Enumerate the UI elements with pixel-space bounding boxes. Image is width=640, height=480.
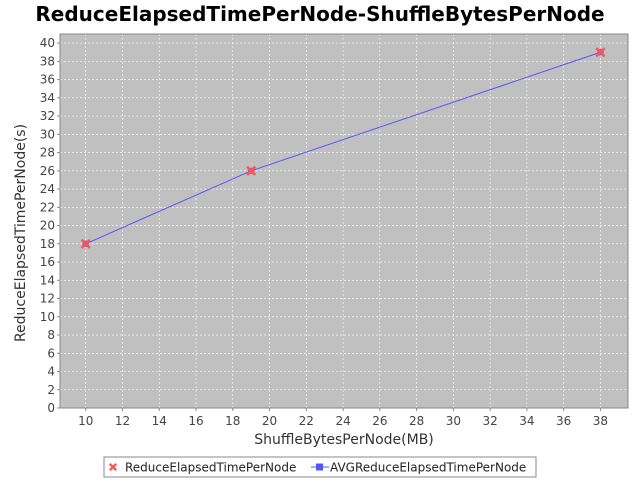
legend-item-reduce: ReduceElapsedTimePerNode (108, 461, 296, 475)
y-tick-label: 16 (40, 255, 55, 269)
y-tick-label: 32 (40, 109, 55, 123)
x-tick-label: 20 (262, 414, 277, 428)
y-tick-label: 0 (47, 401, 55, 415)
x-tick-label: 34 (519, 414, 534, 428)
axes (59, 33, 629, 409)
x-tick-label: 18 (225, 414, 240, 428)
legend-item-avg: AVGReduceElapsedTimePerNode (311, 461, 526, 475)
x-tick-label: 24 (335, 414, 350, 428)
x-tick-label: 28 (409, 414, 424, 428)
data-point-reduce (246, 165, 257, 176)
series-layer (80, 47, 606, 249)
plot-area (60, 34, 628, 408)
grid (60, 34, 628, 409)
data-point-reduce (595, 47, 606, 58)
legend-label-reduce: ReduceElapsedTimePerNode (125, 461, 296, 475)
ticks: 10 12 14 16 18 20 22 24 26 28 30 32 34 36 380246810121… (40, 36, 608, 428)
x-tick-label: 30 (446, 414, 461, 428)
y-axis-label: ReduceElapsedTimePerNode(s) (13, 124, 29, 342)
x-tick-label: 22 (299, 414, 314, 428)
x-tick-label: 26 (372, 414, 387, 428)
legend-label-avg: AVGReduceElapsedTimePerNode (330, 461, 526, 475)
x-tick-label: 14 (152, 414, 167, 428)
y-tick-label: 28 (40, 146, 55, 160)
y-tick-label: 2 (47, 383, 55, 397)
y-tick-label: 34 (40, 91, 55, 105)
chart-title: ReduceElapsedTimePerNode-ShuffleBytesPer… (35, 2, 604, 26)
y-tick-label: 12 (40, 292, 55, 306)
y-tick-label: 20 (40, 219, 55, 233)
y-tick-label: 8 (47, 328, 55, 342)
y-tick-label: 18 (40, 237, 55, 251)
y-tick-label: 4 (47, 365, 55, 379)
plot-border (59, 33, 629, 409)
y-tick-label: 14 (40, 273, 55, 287)
x-axis-label: ShuffleBytesPerNode(MB) (254, 432, 434, 448)
y-tick-label: 38 (40, 54, 55, 68)
legend: ReduceElapsedTimePerNode AVGReduceElapse… (103, 456, 537, 478)
x-tick-label: 36 (556, 414, 571, 428)
y-tick-label: 24 (40, 182, 55, 196)
x-tick-label: 12 (115, 414, 130, 428)
x-tick-label: 32 (482, 414, 497, 428)
y-tick-label: 10 (40, 310, 55, 324)
y-tick-label: 6 (47, 346, 55, 360)
x-tick-label: 38 (593, 414, 608, 428)
y-tick-label: 36 (40, 73, 55, 87)
y-tick-label: 22 (40, 200, 55, 214)
x-tick-label: 10 (78, 414, 93, 428)
legend-x-marker (108, 462, 118, 472)
y-tick-label: 40 (40, 36, 55, 50)
data-point-reduce (80, 238, 91, 249)
y-tick-label: 30 (40, 127, 55, 141)
y-tick-label: 26 (40, 164, 55, 178)
x-tick-label: 16 (188, 414, 203, 428)
legend-square-marker (316, 463, 323, 471)
